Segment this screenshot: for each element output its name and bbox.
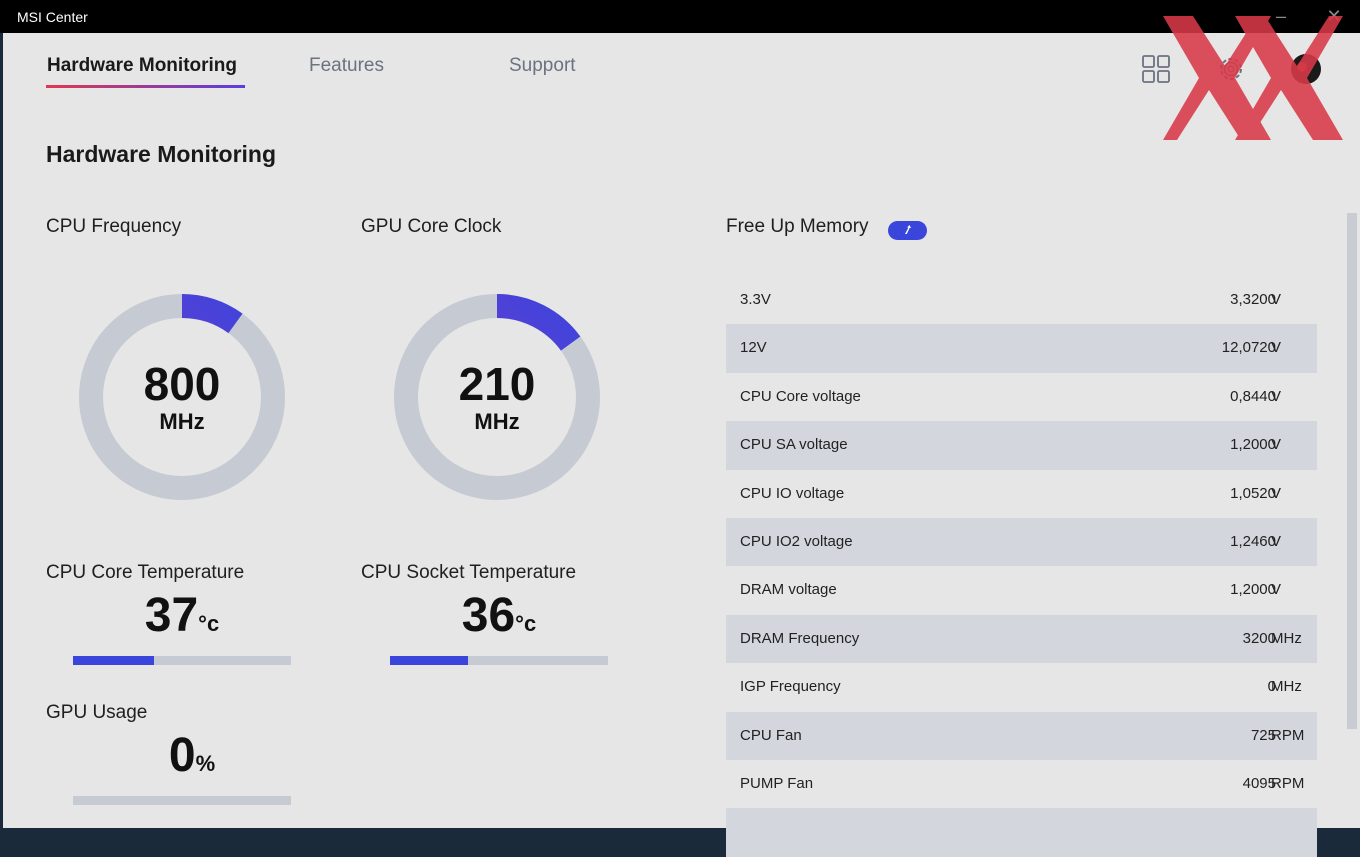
reading-unit: V	[1271, 436, 1282, 454]
tab-hardware-monitoring[interactable]: Hardware Monitoring	[47, 55, 238, 76]
gpu-usage-value: 0	[168, 729, 196, 782]
tab-support[interactable]: Support	[509, 55, 576, 76]
cpu-core-temp-value: 37	[144, 589, 199, 642]
avatar[interactable]	[1290, 53, 1322, 85]
table-row: CPU Core voltage 0,8440 V	[726, 373, 1317, 421]
gpu-usage-label: GPU Usage	[46, 702, 148, 723]
tab-features[interactable]: Features	[309, 55, 384, 76]
reading-unit: MHz	[1271, 678, 1302, 696]
cpu-core-temp-reading: 37°c	[73, 588, 291, 643]
cpu-socket-temp-unit: °c	[515, 611, 537, 636]
gpu-core-clock-ring	[394, 294, 600, 500]
reading-unit: V	[1271, 339, 1282, 357]
reading-value: 1,2460	[1230, 532, 1276, 550]
cpu-core-temp-bar	[73, 656, 291, 665]
minimize-button[interactable]: –	[1275, 6, 1286, 26]
gpu-core-clock-unit: MHz	[474, 409, 520, 434]
table-row: 3.3V 3,3200 V	[726, 276, 1317, 324]
reading-name: 3.3V	[740, 291, 771, 308]
gpu-core-clock-arc	[394, 294, 600, 500]
reading-unit: V	[1271, 387, 1282, 405]
close-button[interactable]: ✕	[1326, 6, 1342, 26]
cpu-frequency-gauge: 800 MHz	[78, 293, 286, 501]
cpu-core-temp-bar-fill	[73, 656, 154, 665]
main-window: Hardware Monitoring Features Support Har…	[3, 33, 1360, 857]
reading-name: CPU IO2 voltage	[740, 532, 853, 550]
table-row: CPU IO2 voltage 1,2460 V	[726, 517, 1317, 567]
reading-value: 0	[1267, 678, 1276, 696]
reading-name: DRAM voltage	[740, 581, 837, 599]
reading-value: 725	[1250, 726, 1276, 744]
gpu-usage-unit: %	[195, 751, 216, 776]
table-row: IGP Frequency 0 MHz	[726, 663, 1317, 711]
cpu-frequency-value: 800	[143, 358, 221, 410]
reading-name: CPU Fan	[740, 726, 802, 744]
reading-unit: V	[1271, 291, 1282, 308]
gpu-usage-bar	[73, 796, 291, 805]
cpu-core-temp-unit: °c	[198, 611, 220, 636]
reading-value: 0,8440	[1230, 387, 1276, 405]
reading-name: PUMP Fan	[740, 774, 814, 792]
reading-unit: RPM	[1271, 726, 1305, 744]
reading-unit: V	[1271, 581, 1282, 599]
table-row: PUMP Fan 4095 RPM	[726, 760, 1317, 808]
reading-value: 3200	[1242, 629, 1276, 647]
cpu-socket-temp-reading: 36°c	[390, 588, 608, 643]
gear-icon[interactable]	[1215, 53, 1247, 85]
reading-name: CPU SA voltage	[740, 436, 848, 454]
table-row: CPU IO voltage 1,0520 V	[726, 470, 1317, 518]
reading-value: 12,0720	[1221, 339, 1276, 357]
gpu-core-clock-label: GPU Core Clock	[361, 216, 502, 237]
scrollbar[interactable]	[1347, 213, 1357, 729]
reading-unit: V	[1271, 532, 1282, 550]
page-title: Hardware Monitoring	[46, 141, 277, 167]
reading-value: 4095	[1242, 774, 1276, 792]
active-tab-indicator	[46, 85, 245, 88]
gpu-core-clock-gauge: 210 MHz	[393, 293, 601, 501]
reading-unit: MHz	[1271, 629, 1302, 647]
reading-name: CPU Core voltage	[740, 387, 861, 405]
sensor-readings-table: 3.3V 3,3200 V 12V 12,0720 V CPU Core voltage 0,…	[726, 276, 1317, 857]
title-bar: MSI Center – ✕	[0, 0, 1360, 33]
table-row: CPU SA voltage 1,2000 V	[726, 421, 1317, 470]
reading-unit: RPM	[1271, 774, 1305, 792]
gpu-core-clock-value: 210	[458, 358, 536, 410]
gpu-usage-reading: 0%	[73, 728, 311, 783]
cpu-socket-temp-value: 36	[461, 589, 516, 642]
table-row	[726, 808, 1317, 857]
cpu-frequency-unit: MHz	[159, 409, 205, 434]
table-row: DRAM Frequency 3200 MHz	[726, 614, 1317, 664]
table-row: 12V 12,0720 V	[726, 324, 1317, 373]
reading-unit: V	[1271, 484, 1282, 502]
reading-name: IGP Frequency	[740, 678, 841, 696]
free-up-memory-label: Free Up Memory	[726, 216, 869, 237]
grid-icon[interactable]	[1140, 53, 1172, 85]
reading-value: 1,0520	[1230, 484, 1276, 502]
boost-icon	[905, 225, 911, 234]
cpu-socket-temp-bar-fill	[390, 656, 469, 665]
reading-value: 1,2000	[1230, 581, 1276, 599]
cpu-frequency-label: CPU Frequency	[46, 216, 182, 237]
reading-value: 1,2000	[1230, 436, 1276, 454]
app-title: MSI Center	[17, 9, 88, 25]
cpu-frequency-ring	[79, 294, 285, 500]
reading-name: CPU IO voltage	[740, 484, 845, 502]
cpu-core-temp-label: CPU Core Temperature	[46, 562, 245, 583]
cpu-frequency-arc	[79, 294, 285, 500]
table-row: DRAM voltage 1,2000 V	[726, 566, 1317, 614]
reading-value: 3,3200	[1230, 291, 1276, 308]
cpu-socket-temp-label: CPU Socket Temperature	[361, 562, 577, 583]
free-up-memory-button[interactable]	[888, 221, 927, 240]
reading-name: DRAM Frequency	[740, 629, 860, 647]
table-row: CPU Fan 725 RPM	[726, 711, 1317, 760]
cpu-socket-temp-bar	[390, 656, 608, 665]
reading-name: 12V	[740, 339, 767, 357]
